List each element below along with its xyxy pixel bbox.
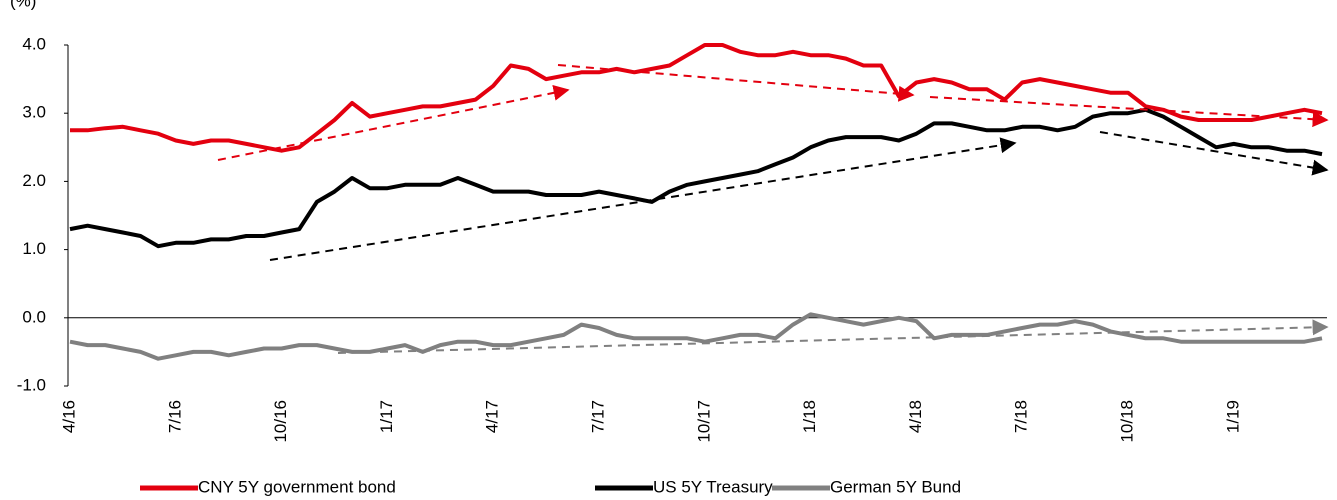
y-tick-label: -1.0 — [17, 375, 46, 394]
series-line — [69, 107, 1323, 249]
x-tick-label: 4/17 — [483, 400, 502, 433]
trend-arrow — [557, 64, 915, 102]
x-tick-label: 1/18 — [800, 400, 819, 433]
y-tick-label: 3.0 — [22, 103, 46, 122]
x-tick-label: 7/17 — [588, 400, 607, 433]
x-tick-label: 10/17 — [694, 400, 713, 443]
x-tick-label: 1/17 — [377, 400, 396, 433]
plot-area: -1.0 0.0 1.0 2.0 3.0 4.0 4/16 7/16 10/16 1/17 4/17… — [17, 34, 1327, 496]
legend-label: US 5Y Treasury — [653, 477, 773, 496]
x-tick-label: 4/16 — [59, 400, 78, 433]
y-tick-label: 1.0 — [22, 239, 46, 258]
x-tick-label: 7/16 — [165, 400, 184, 433]
x-tick-label: 10/18 — [1118, 400, 1137, 443]
trend-arrow — [337, 319, 1329, 354]
y-tick-label: 2.0 — [22, 171, 46, 190]
y-axis-label: (%) — [10, 0, 36, 10]
x-tick-label: 1/19 — [1223, 400, 1242, 433]
trend-arrow — [1099, 131, 1329, 176]
trend-arrow — [217, 84, 570, 161]
series-line — [69, 312, 1323, 361]
trend-arrows — [217, 64, 1329, 354]
x-tick-label: 7/18 — [1012, 400, 1031, 433]
y-tick-label: 4.0 — [22, 34, 46, 53]
trend-arrow — [929, 96, 1329, 128]
x-tick-label: 10/16 — [271, 400, 290, 443]
legend-label: German 5Y Bund — [830, 477, 961, 496]
series-line — [70, 43, 1323, 153]
x-tick-label: 4/18 — [906, 400, 925, 433]
legend-label: CNY 5Y government bond — [198, 477, 396, 496]
y-tick-label: 0.0 — [22, 307, 46, 326]
